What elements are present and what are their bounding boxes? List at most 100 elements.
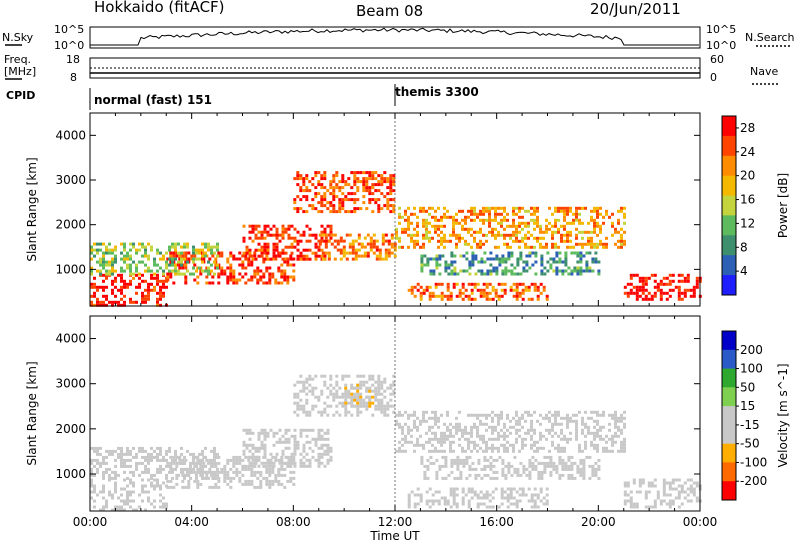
freq-left-tick-bottom: 8 (70, 71, 77, 84)
power-colorbar-frame (721, 115, 737, 296)
freq-right-tick-top: 60 (710, 53, 724, 66)
cpid-entry-2: themis 3300 (395, 85, 479, 99)
velocity-echo-band-6 (407, 487, 549, 509)
power-echo-band-9 (420, 251, 601, 276)
velocity-echo-band-1 (166, 455, 296, 489)
xtick-label: 00:00 (73, 515, 108, 529)
power-ytick-label: 4000 (55, 128, 86, 142)
velocity-colorbar-tick-label: 15 (740, 399, 755, 413)
velocity-colorbar-tick-label: -15 (740, 418, 760, 432)
power-echo-band-6 (407, 282, 549, 301)
power-colorbar-tick-label: 20 (740, 169, 755, 183)
velocity-colorbar-frame (721, 330, 737, 501)
noise-right-tick-top: 10^5 (706, 23, 737, 36)
power-colorbar-segment (722, 275, 736, 296)
cpid-entry-1: normal (fast) 151 (94, 93, 212, 107)
velocity-colorbar-segment (722, 387, 736, 407)
velocity-ytick-label: 2000 (55, 422, 86, 436)
velocity-echo-band-5 (395, 410, 626, 453)
power-echo-band-4 (318, 233, 397, 261)
freq-label: Freq. (4, 53, 32, 66)
power-colorbar-tick-label: 16 (740, 193, 755, 207)
velocity-echo-band-4 (344, 383, 384, 408)
velocity-colorbar-segment (722, 424, 736, 445)
velocity-echo-band-8 (90, 446, 219, 480)
power-colorbar-tick-label: 4 (740, 264, 748, 278)
power-colorbar-segment (722, 195, 736, 216)
power-echo-band-2 (242, 224, 333, 261)
nsearch-label: N.Search (745, 31, 795, 44)
power-echo-band-8 (90, 242, 219, 276)
freq-unit-label: [MHz] (4, 65, 37, 78)
velocity-colorbar: 200 100 50 15 -15 -50 -100 -200 Velocity [m s^-1… (721, 330, 790, 501)
power-colorbar-segment (722, 215, 736, 236)
velocity-colorbar-segment (722, 462, 736, 482)
velocity-colorbar-tick-label: 200 (740, 343, 763, 357)
noise-left-tick-bottom: 10^0 (54, 39, 85, 52)
xtick-label: 20:00 (581, 515, 616, 529)
power-ytick-label: 1000 (55, 262, 86, 276)
velocity-ytick-label: 3000 (55, 377, 86, 391)
noise-left-tick-top: 10^5 (54, 23, 85, 36)
xaxis-label: Time UT (369, 529, 420, 543)
power-colorbar-segment (722, 175, 736, 197)
velocity-ylabel: Slant Range [km] (25, 361, 39, 465)
power-echo-band-0 (90, 273, 168, 307)
velocity-colorbar-segment (722, 481, 736, 501)
power-panel: 1000 2000 3000 4000 Slant Range [km] 4 8 12 16 20… (25, 112, 790, 307)
velocity-colorbar-tick-label: 50 (740, 380, 755, 394)
power-colorbar-tick-label: 28 (740, 121, 755, 135)
noise-panel-frame (89, 26, 701, 49)
freq-left-tick-top: 18 (66, 53, 80, 66)
velocity-echo-band-2 (242, 428, 333, 468)
power-ytick-label: 3000 (55, 173, 86, 187)
velocity-colorbar-label: Velocity [m s^-1] (776, 363, 790, 467)
velocity-echo-band-7 (623, 478, 702, 509)
power-colorbar: 4 8 12 16 20 24 28 Power [dB] (721, 115, 790, 296)
xtick-label: 00:00 (683, 515, 718, 529)
power-colorbar-segment (722, 255, 736, 276)
power-colorbar-segment (722, 235, 736, 256)
power-ytick-label: 2000 (55, 218, 86, 232)
power-colorbar-tick-label: 12 (740, 216, 755, 230)
xtick-label: 08:00 (276, 515, 311, 529)
noise-right-tick-bottom: 10^0 (706, 39, 737, 52)
velocity-colorbar-segment (722, 331, 736, 351)
noise-sky-trace (90, 27, 699, 46)
velocity-ytick-label: 1000 (55, 467, 86, 481)
velocity-colorbar-tick-label: -100 (740, 455, 767, 469)
xtick-label: 16:00 (479, 515, 514, 529)
velocity-colorbar-segment (722, 406, 736, 426)
power-ylabel: Slant Range [km] (25, 157, 39, 261)
power-colorbar-tick-label: 24 (740, 145, 755, 159)
nsky-label: N.Sky (2, 31, 34, 44)
velocity-echo-band-3 (293, 374, 396, 417)
power-echo-band-5 (395, 206, 626, 249)
velocity-colorbar-tick-label: 100 (740, 362, 763, 376)
velocity-ytick-label: 4000 (55, 332, 86, 346)
radar-title: Hokkaido (fitACF) (94, 0, 225, 16)
velocity-panel: 1000 2000 3000 4000 Slant Range [km] 200 100 50… (25, 315, 790, 512)
velocity-colorbar-segment (722, 443, 736, 463)
velocity-colorbar-tick-label: -200 (740, 474, 767, 488)
date-title: 20/Jun/2011 (590, 0, 681, 18)
cpid-label: CPID (6, 89, 36, 102)
velocity-colorbar-segment (722, 349, 736, 370)
xtick-label: 04:00 (174, 515, 209, 529)
velocity-echo-band-0 (90, 478, 168, 512)
velocity-echo-band-9 (420, 455, 601, 480)
power-colorbar-segment (722, 135, 736, 157)
power-colorbar-segment (722, 155, 736, 177)
xtick-label: 12:00 (378, 515, 413, 529)
power-colorbar-label: Power [dB] (776, 173, 790, 238)
freq-right-tick-bottom: 0 (710, 71, 717, 84)
power-echo-band-1 (166, 251, 296, 285)
velocity-colorbar-segment (722, 368, 736, 388)
velocity-colorbar-tick-label: -50 (740, 437, 760, 451)
nave-label: Nave (750, 65, 779, 78)
beam-title: Beam 08 (356, 2, 424, 20)
power-echo-band-7 (623, 273, 702, 301)
power-echo-band-3 (293, 171, 396, 214)
power-colorbar-segment (722, 116, 736, 137)
